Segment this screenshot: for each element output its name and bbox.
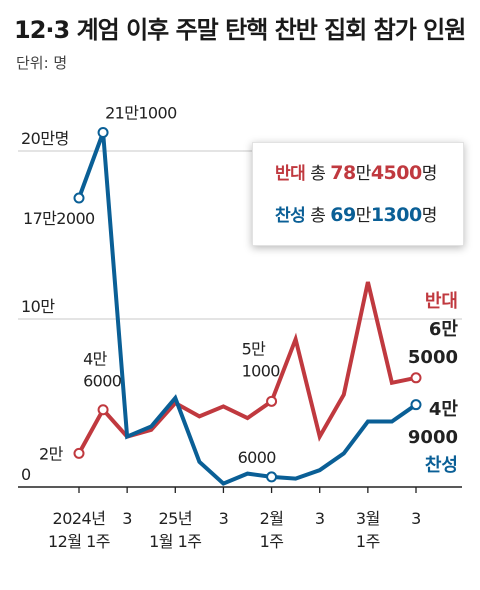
legend-oppose-suffix: 명 (421, 164, 438, 184)
legend-support-name: 찬성 (275, 206, 306, 226)
data-point-support (266, 471, 278, 483)
legend-oppose-man-num: 78 (330, 162, 356, 184)
series-line-support (77, 131, 418, 486)
data-label: 2만 (39, 444, 64, 463)
legend-support: 찬성 총 69만1300명 (275, 201, 437, 226)
data-point-oppose (410, 372, 422, 384)
side-oppose-name: 반대 (424, 291, 458, 312)
data-label: 6000 (238, 448, 277, 467)
data-point-support (97, 127, 109, 139)
x-tick-label: 3 (219, 509, 229, 528)
legend-box: 반대 총 78만4500명 찬성 총 69만1300명 (252, 142, 464, 246)
data-point-oppose (73, 447, 85, 459)
legend-oppose-rest: 4500 (370, 162, 422, 184)
chart-title: 12·3 계엄 이후 주말 탄핵 찬반 집회 참가 인원 (14, 16, 466, 44)
data-label: 4만 (83, 350, 108, 369)
data-point-oppose (97, 404, 109, 416)
y-tick-label: 10만 (21, 297, 55, 316)
x-tick-label: 3 (122, 509, 132, 528)
legend-support-total-prefix: 총 (310, 206, 326, 226)
legend-oppose-man: 만 (355, 164, 372, 184)
data-label: 17만2000 (23, 209, 95, 228)
x-tick-label: 12월 1주 (48, 532, 110, 551)
legend-support-rest: 1300 (370, 204, 422, 226)
x-tick-label: 2024년 (53, 509, 106, 528)
legend-support-man: 만 (355, 206, 372, 226)
legend-oppose-name: 반대 (275, 164, 306, 184)
side-label-support: 4만 9000 찬성 (408, 396, 458, 480)
x-tick-label: 3 (411, 509, 421, 528)
x-tick-label: 1주 (260, 532, 284, 551)
data-label: 1000 (242, 361, 281, 380)
data-point-support (410, 399, 422, 411)
x-tick-label: 2월 (260, 509, 284, 528)
y-tick-label: 20만명 (21, 129, 69, 148)
data-label: 5만 (242, 339, 267, 358)
x-tick-label: 1월 1주 (149, 532, 201, 551)
legend-support-suffix: 명 (421, 206, 438, 226)
side-support-value-1: 4만 (428, 399, 458, 420)
legend-support-man-num: 69 (330, 204, 356, 226)
y-tick-label: 0 (21, 465, 31, 484)
side-support-name: 찬성 (424, 455, 458, 476)
side-oppose-value-1: 6만 (428, 319, 458, 340)
x-tick-label: 3 (315, 509, 325, 528)
data-point-support (73, 192, 85, 204)
side-label-oppose: 반대 6만 5000 (408, 288, 458, 372)
data-label: 6000 (83, 372, 122, 391)
data-label: 21만1000 (105, 104, 177, 123)
legend-oppose-total-prefix: 총 (310, 164, 326, 184)
unit-label: 단위: 명 (16, 54, 68, 72)
side-oppose-value-2: 5000 (407, 347, 458, 368)
x-tick-label: 3월 (356, 509, 380, 528)
x-tick-label: 1주 (356, 532, 380, 551)
x-tick-label: 25년 (158, 509, 192, 528)
data-point-oppose (266, 395, 278, 407)
side-support-value-2: 9000 (407, 427, 458, 448)
legend-oppose: 반대 총 78만4500명 (275, 159, 437, 184)
